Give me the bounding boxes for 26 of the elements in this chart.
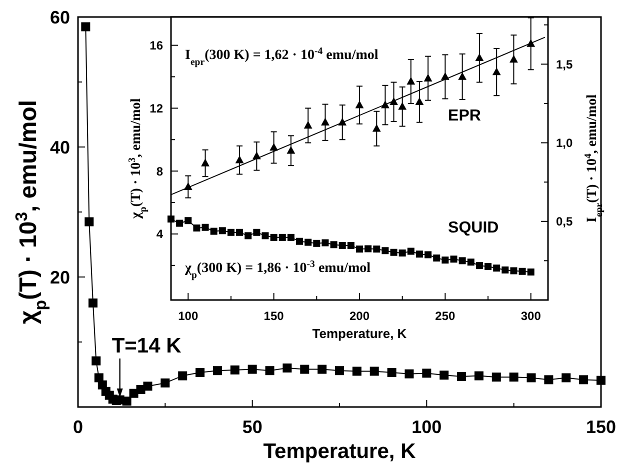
x-tick-label: 200 [349, 309, 370, 323]
y2-tick-label: 1,5 [556, 57, 574, 72]
x-tick-label: 150 [264, 309, 284, 323]
y-tick-label: 16 [150, 38, 164, 52]
annotation: I$_{epr}$(300 K) = 1,62 · 10$^{-4}$ emu/mol [185, 46, 378, 68]
x-axis-title: Temperature, K [312, 326, 408, 341]
series-label: EPR [448, 107, 482, 124]
series-label: SQUID [448, 220, 499, 237]
y-tick-label: 60 [50, 7, 70, 28]
y2-tick-label: 0,5 [556, 214, 574, 229]
x-tick-label: 150 [586, 417, 616, 437]
y-tick-label: 40 [50, 137, 70, 158]
y-tick-label: 20 [50, 267, 70, 288]
y-tick-label: 4 [156, 227, 164, 242]
x-axis-title: Temperature, K [263, 440, 416, 463]
annotation: χ$_{p}$(300 K) = 1,86 · 10$^{-3}$ emu/mol [184, 258, 371, 280]
annotation: T=14 K [112, 334, 182, 358]
x-tick-label: 100 [178, 309, 198, 323]
y-tick-label: 12 [150, 101, 164, 116]
y2-tick-label: 1,0 [556, 136, 574, 150]
x-tick-label: 250 [435, 309, 456, 323]
x-tick-label: 100 [412, 417, 442, 437]
x-tick-label: 0 [72, 417, 84, 437]
y-tick-label: 8 [156, 164, 164, 178]
x-tick-label: 300 [520, 309, 542, 323]
x-tick-label: 50 [242, 417, 262, 437]
